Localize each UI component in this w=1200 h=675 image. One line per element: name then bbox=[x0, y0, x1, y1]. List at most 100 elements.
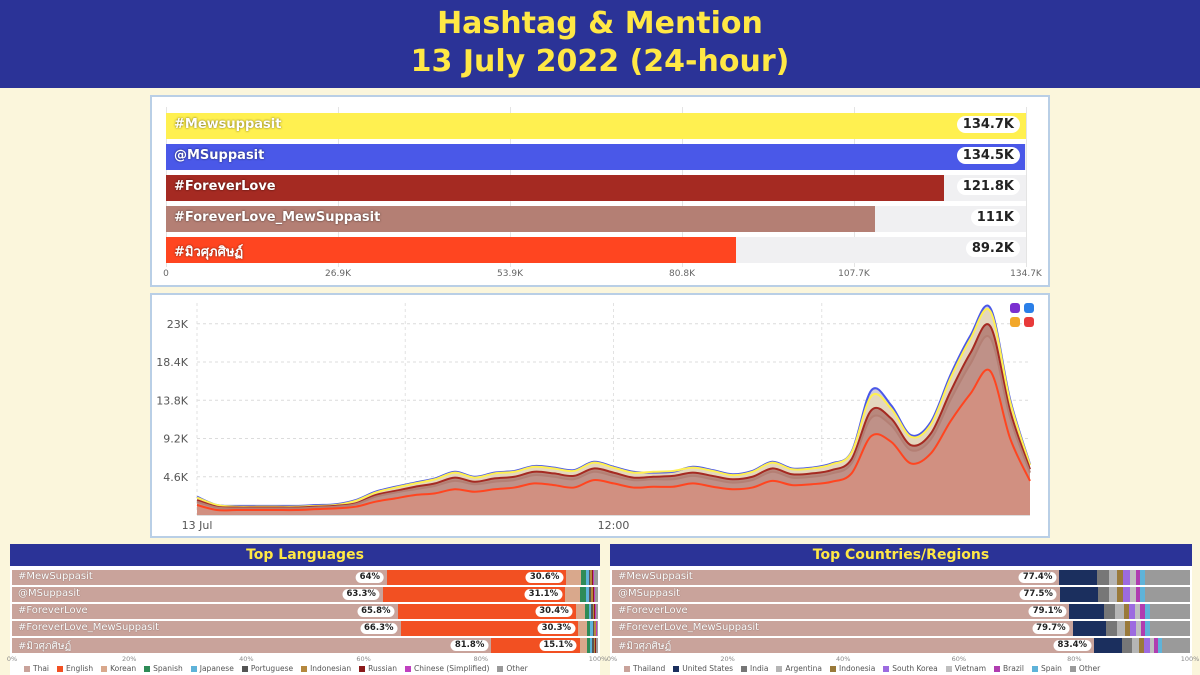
stacked-segment bbox=[12, 604, 399, 619]
legend-swatch bbox=[101, 666, 108, 672]
legend-item: Portuguese bbox=[241, 664, 293, 673]
bar-value-label: 121.8K bbox=[956, 178, 1020, 195]
stacked-category-label: @MSuppasit bbox=[18, 588, 81, 599]
stacked-segment bbox=[596, 621, 598, 636]
legend-label: Thai bbox=[33, 664, 50, 673]
legend-label: Spain bbox=[1040, 664, 1062, 673]
stacked-segment bbox=[1108, 570, 1118, 585]
bar-x-tick: 0 bbox=[163, 269, 169, 279]
logo-icon bbox=[1024, 303, 1034, 313]
stacked-x-tick: 20% bbox=[720, 655, 735, 663]
legend-label: Russian bbox=[368, 664, 398, 673]
stacked-x-tick: 80% bbox=[1067, 655, 1082, 663]
stacked-x-tick: 60% bbox=[951, 655, 967, 663]
stacked-value-label: 77.5% bbox=[1019, 589, 1057, 600]
stacked-segment bbox=[590, 587, 594, 602]
stacked-segment bbox=[585, 587, 590, 602]
stacked-segment bbox=[590, 570, 593, 585]
stacked-segment bbox=[1140, 604, 1146, 619]
legend-label: India bbox=[750, 664, 769, 673]
stacked-row: @MSuppasit 63.3% 31.1% bbox=[12, 587, 599, 602]
legend-item: Chinese (Simplified) bbox=[405, 664, 489, 673]
stacked-segment bbox=[1109, 587, 1118, 602]
legend-swatch bbox=[241, 666, 248, 672]
stacked-x-tick: 0% bbox=[6, 655, 18, 663]
area-y-tick: 9.2K bbox=[163, 433, 188, 446]
stacked-row: #ForeverLove 65.8% 30.4% bbox=[12, 604, 599, 619]
legend-swatch bbox=[1069, 666, 1076, 672]
stacked-segment bbox=[579, 638, 588, 653]
legend-label: Other bbox=[1078, 664, 1101, 673]
stacked-legend: Thailand United States India Argentina Indon… bbox=[624, 664, 1108, 673]
legend-swatch bbox=[144, 666, 151, 672]
stacked-category-label: #ForeverLove bbox=[18, 605, 88, 616]
legend-item: Spanish bbox=[144, 664, 183, 673]
stacked-category-label: #ForeverLove bbox=[618, 605, 688, 616]
stacked-segment bbox=[586, 638, 591, 653]
stacked-segment bbox=[1129, 570, 1137, 585]
bar-category-label: #ForeverLove bbox=[174, 179, 276, 194]
bar-value-label: 134.5K bbox=[956, 147, 1020, 164]
legend-item: Brazil bbox=[994, 664, 1024, 673]
stacked-x-tick: 0% bbox=[606, 655, 618, 663]
stacked-segment bbox=[1117, 570, 1124, 585]
stacked-segment bbox=[1129, 587, 1137, 602]
stacked-segment bbox=[586, 621, 591, 636]
bar-fill bbox=[166, 144, 1025, 170]
timeline-svg: 23K 18.4K 13.8K 9.2K 4.6K 13 Jul 12:00 bbox=[156, 303, 1034, 532]
stacked-segment bbox=[397, 604, 577, 619]
stacked-segment bbox=[1135, 621, 1142, 636]
legend-item: South Korea bbox=[883, 664, 938, 673]
stacked-legend: Thai English Korean Spanish Japanese Portugue… bbox=[24, 664, 536, 673]
top-languages-panel: Top Languages #MewSuppasit 64% 30.6% @MSupp… bbox=[6, 544, 607, 675]
legend-label: United States bbox=[682, 664, 734, 673]
legend-item: Indonesian bbox=[301, 664, 351, 673]
stacked-segment bbox=[1139, 638, 1145, 653]
legend-swatch bbox=[301, 666, 308, 672]
stacked-segment bbox=[593, 638, 596, 653]
stacked-segment bbox=[1143, 638, 1151, 653]
legend-swatch bbox=[673, 666, 680, 672]
stacked-category-label: #ForeverLove_MewSuppasit bbox=[618, 622, 760, 633]
legend-item: Indonesia bbox=[830, 664, 875, 673]
stacked-row: #ForeverLove_MewSuppasit 66.3% 30.3% bbox=[12, 621, 599, 636]
area-y-tick: 13.8K bbox=[156, 394, 188, 407]
stacked-segment bbox=[1135, 587, 1141, 602]
stacked-segment bbox=[575, 604, 586, 619]
stacked-segment bbox=[1129, 621, 1137, 636]
bar-category-label: #Mewsuppasit bbox=[174, 117, 282, 132]
stacked-segment bbox=[1122, 570, 1131, 585]
stacked-segment bbox=[1145, 621, 1151, 636]
legend-swatch bbox=[830, 666, 837, 672]
bar-category-label: #ForeverLove_MewSuppasit bbox=[174, 210, 381, 225]
stacked-segment bbox=[12, 638, 492, 653]
bar-x-tick: 26.9K bbox=[325, 269, 351, 279]
stacked-segment bbox=[1135, 570, 1141, 585]
bar-fill bbox=[166, 206, 875, 232]
legend-swatch bbox=[883, 666, 890, 672]
legend-label: Other bbox=[506, 664, 528, 673]
stacked-x-tick: 100% bbox=[588, 655, 608, 663]
legend-label: Korean bbox=[110, 664, 137, 673]
legend-swatch bbox=[57, 666, 64, 672]
legend-swatch bbox=[624, 666, 630, 672]
area-y-tick: 4.6K bbox=[163, 471, 188, 484]
stacked-segment bbox=[612, 604, 1070, 619]
stacked-segment bbox=[1154, 638, 1159, 653]
stacked-value-label: 31.1% bbox=[524, 589, 563, 600]
top-countries-title: Top Countries/Regions bbox=[610, 544, 1192, 566]
stacked-segment bbox=[1150, 621, 1191, 636]
stacked-segment bbox=[1140, 621, 1146, 636]
stacked-segment bbox=[595, 638, 597, 653]
stacked-segment bbox=[588, 587, 592, 602]
stacked-segment bbox=[566, 570, 582, 585]
bar-fill bbox=[166, 175, 944, 201]
area-y-tick: 18.4K bbox=[156, 356, 188, 369]
stacked-segment bbox=[594, 570, 599, 585]
stacked-segment bbox=[1117, 621, 1126, 636]
stacked-segment bbox=[1115, 604, 1125, 619]
stacked-row: #ForeverLove 79.1% bbox=[612, 604, 1191, 619]
stacked-x-tick: 60% bbox=[356, 655, 371, 663]
legend-item: Thai bbox=[24, 664, 49, 673]
stacked-segment bbox=[590, 621, 594, 636]
